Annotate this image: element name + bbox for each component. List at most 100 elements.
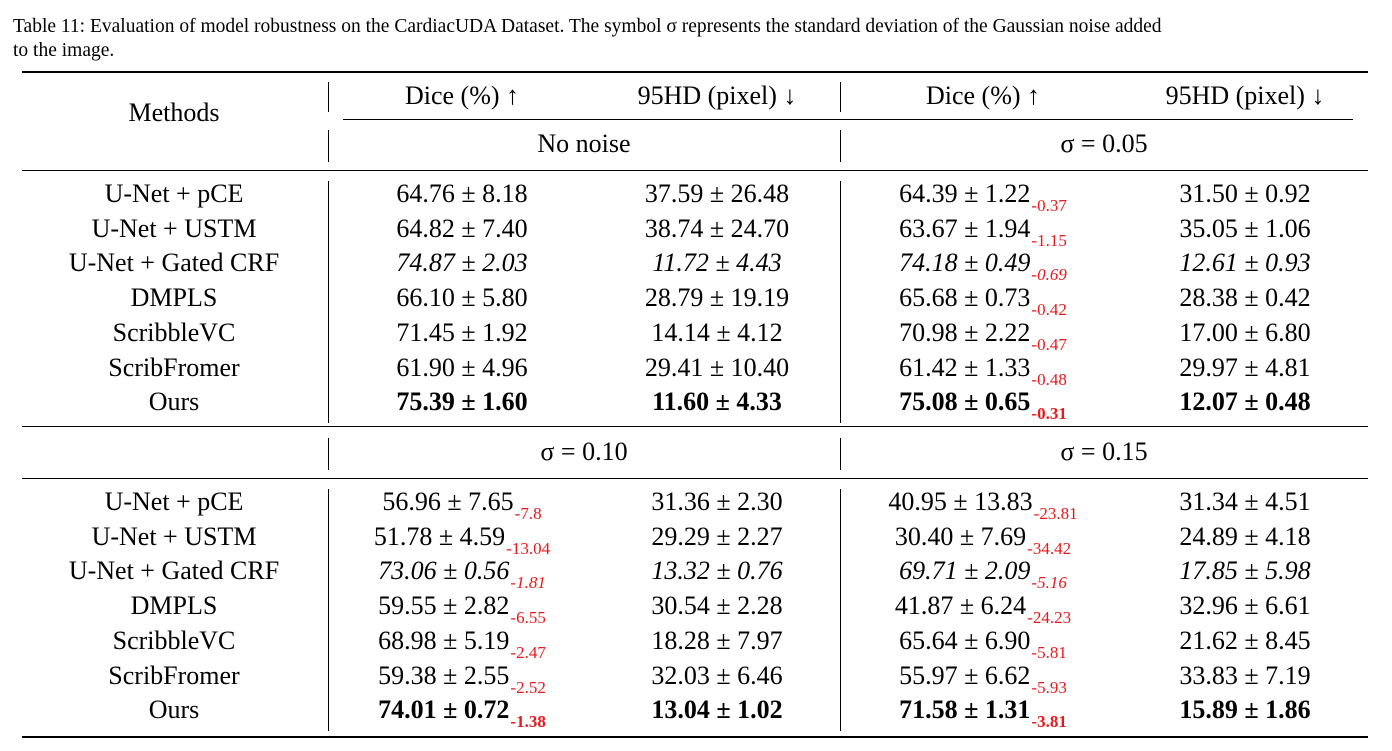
delta-value: -23.81 (1033, 504, 1078, 523)
method-name-value: Ours (148, 387, 200, 417)
dice-cell-left-value: 59.55 ± 2.82 (378, 591, 510, 621)
delta-value: -0.42 (1031, 300, 1067, 320)
hd-cell-right: 28.38 ± 0.42 (1065, 283, 1392, 313)
hd-cell-right-value: 31.34 ± 4.51 (1179, 487, 1311, 516)
hd-cell-left-value: 11.72 ± 4.43 (652, 248, 782, 278)
hd-cell-right: 32.96 ± 6.61 (1065, 591, 1392, 621)
hd-cell-right-value: 28.38 ± 0.42 (1179, 283, 1311, 313)
dice-cell-left-value: 51.78 ± 4.59 (373, 521, 506, 551)
hd-cell-left-value: 11.60 ± 4.33 (652, 387, 782, 417)
delta-value: -34.42 (1027, 538, 1072, 558)
dice-cell-right-value: 41.87 ± 6.24 (894, 591, 1027, 621)
dice-cell-right: 63.67 ± 1.94-1.15 (803, 213, 1163, 250)
delta-value: -2.52 (510, 677, 546, 697)
hd-cell-right: 31.50 ± 0.92 (1065, 179, 1392, 209)
header-dice-right-value: Dice (%) ↑ (925, 81, 1041, 110)
dice-cell-left: 64.82 ± 7.40 (282, 214, 642, 244)
hd-cell-left: 29.41 ± 10.40 (537, 353, 897, 383)
dice-cell-left-value: 68.98 ± 5.19 (378, 625, 510, 655)
dice-cell-right: 70.98 ± 2.22-0.47 (803, 318, 1163, 354)
delta-value: -1.15 (1031, 230, 1067, 250)
hd-cell-right-value: 29.97 ± 4.81 (1179, 352, 1311, 382)
method-name: ScribbleVC (0, 318, 354, 348)
dice-cell-right-value: 65.68 ± 0.73 (899, 283, 1031, 313)
hd-cell-left-value: 29.41 ± 10.40 (644, 352, 790, 382)
delta-value: -5.16 (1031, 573, 1067, 593)
hd-cell-left: 18.28 ± 7.97 (537, 626, 897, 656)
condition-label-right-value: σ = 0.05 (1060, 129, 1148, 158)
dice-cell-right: 55.97 ± 6.62-5.93 (803, 660, 1163, 697)
dice-cell-left-value: 74.87 ± 2.03 (396, 248, 528, 278)
column-separator (328, 130, 329, 162)
column-separator (840, 130, 841, 162)
column-separator (840, 82, 841, 112)
header-dice-right: Dice (%) ↑ (803, 81, 1163, 111)
delta-value: -0.47 (1031, 334, 1067, 354)
method-name-value: ScribbleVC (112, 317, 236, 347)
hd-cell-right-value: 12.61 ± 0.93 (1179, 248, 1311, 278)
dice-cell-left-value: 71.45 ± 1.92 (396, 317, 528, 347)
hd-cell-left-value: 30.54 ± 2.28 (651, 591, 783, 621)
column-separator (840, 489, 841, 731)
method-name: Ours (0, 695, 354, 725)
delta-value: -13.04 (506, 538, 551, 558)
dice-cell-left-value: 59.38 ± 2.55 (378, 660, 510, 690)
method-name: U-Net + pCE (0, 487, 354, 517)
dice-cell-right: 71.58 ± 1.31-3.81 (803, 695, 1163, 731)
header-hd-right: 95HD (pixel) ↓ (1065, 81, 1392, 111)
condition-label-left: No noise (404, 129, 764, 159)
method-name: ScribbleVC (0, 626, 354, 656)
hd-cell-left: 37.59 ± 26.48 (537, 179, 897, 209)
method-name: DMPLS (0, 591, 354, 621)
dice-cell-left: 59.55 ± 2.82-6.55 (282, 591, 642, 627)
delta-value: -1.81 (510, 573, 546, 593)
hd-cell-left-value: 29.29 ± 2.27 (651, 521, 783, 551)
hd-cell-right-value: 21.62 ± 8.45 (1179, 625, 1311, 655)
method-name-value: ScribFromer (108, 352, 240, 382)
dice-cell-right-value: 75.08 ± 0.65 (899, 387, 1031, 417)
dice-cell-left: 74.01 ± 0.72-1.38 (282, 695, 642, 731)
dice-cell-left: 74.87 ± 2.03 (282, 248, 642, 278)
top-rule (22, 71, 1368, 73)
hd-cell-right: 29.97 ± 4.81 (1065, 353, 1392, 383)
dice-cell-left: 75.39 ± 1.60 (282, 387, 642, 417)
hd-cell-left-value: 37.59 ± 26.48 (644, 179, 790, 208)
method-name: U-Net + USTM (0, 522, 354, 552)
hd-cell-right: 33.83 ± 7.19 (1065, 661, 1392, 691)
delta-value: -0.69 (1031, 265, 1067, 285)
dice-cell-left-value: 56.96 ± 7.65 (382, 487, 514, 516)
hd-cell-left: 30.54 ± 2.28 (537, 591, 897, 621)
method-name-value: U-Net + pCE (104, 487, 244, 516)
hd-cell-right: 35.05 ± 1.06 (1065, 214, 1392, 244)
delta-value: -0.31 (1031, 404, 1067, 424)
dice-cell-right-value: 40.95 ± 13.83 (888, 487, 1033, 516)
dice-cell-right-value: 71.58 ± 1.31 (899, 695, 1031, 725)
header-methods: Methods (0, 98, 354, 128)
delta-value: -7.8 (514, 504, 542, 523)
condition-label-left-value: No noise (537, 129, 631, 158)
hd-cell-right: 17.85 ± 5.98 (1065, 556, 1392, 586)
method-name: ScribFromer (0, 661, 354, 691)
condition-label-right: σ = 0.05 (924, 129, 1284, 159)
hd-cell-right-value: 17.00 ± 6.80 (1179, 317, 1311, 347)
dice-cell-left: 56.96 ± 7.65-7.8 (282, 487, 642, 523)
dice-cell-left: 59.38 ± 2.55-2.52 (282, 660, 642, 697)
delta-value: -6.55 (510, 608, 546, 628)
condition-rule (22, 478, 1368, 479)
method-name: DMPLS (0, 283, 354, 313)
dice-cell-right-value: 63.67 ± 1.94 (899, 213, 1031, 243)
method-name: Ours (0, 387, 354, 417)
condition-label-right-value: σ = 0.15 (1060, 437, 1148, 466)
method-name-value: U-Net + pCE (104, 179, 244, 208)
delta-value: -0.48 (1031, 369, 1067, 389)
delta-value: -3.81 (1031, 712, 1067, 732)
hd-cell-left: 13.04 ± 1.02 (537, 695, 897, 725)
hd-cell-right-value: 24.89 ± 4.18 (1179, 521, 1311, 551)
column-separator (840, 181, 841, 423)
dice-cell-right-value: 64.39 ± 1.22 (899, 179, 1031, 208)
dice-cell-left-value: 75.39 ± 1.60 (396, 387, 528, 417)
dice-cell-right-value: 55.97 ± 6.62 (899, 660, 1031, 690)
hd-cell-left-value: 38.74 ± 24.70 (644, 213, 790, 243)
dice-cell-right: 64.39 ± 1.22-0.37 (803, 179, 1163, 215)
hd-cell-right: 17.00 ± 6.80 (1065, 318, 1392, 348)
